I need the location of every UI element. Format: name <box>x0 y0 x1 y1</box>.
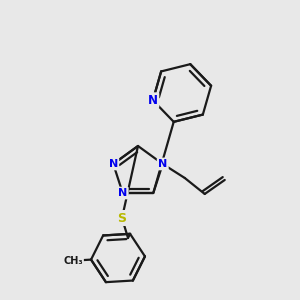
Text: N: N <box>148 94 158 107</box>
Text: N: N <box>109 159 118 169</box>
Text: CH₃: CH₃ <box>63 256 83 266</box>
Text: S: S <box>118 212 127 224</box>
Text: N: N <box>118 188 127 198</box>
Text: N: N <box>158 159 167 169</box>
